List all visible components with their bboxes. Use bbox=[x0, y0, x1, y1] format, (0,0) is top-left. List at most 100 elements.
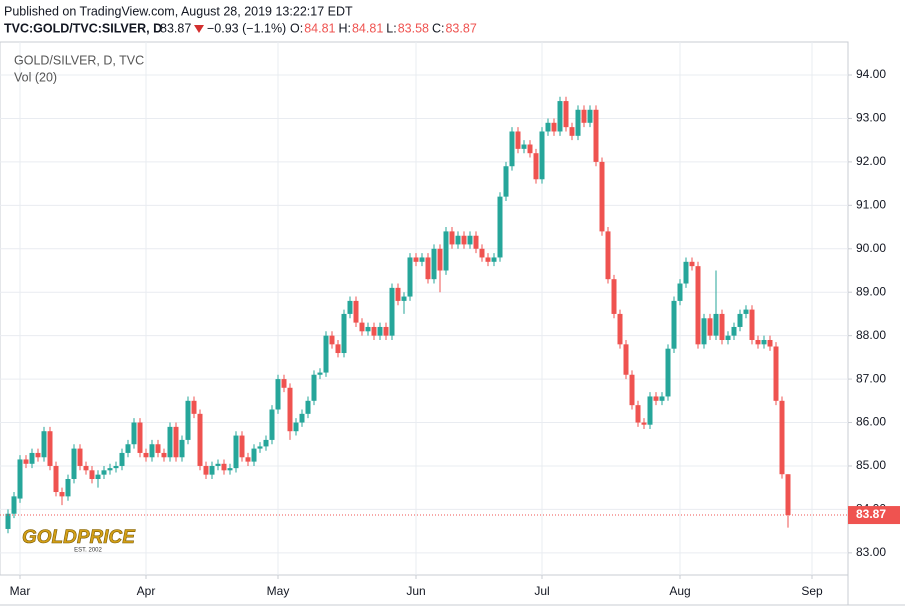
x-tick-label: Mar bbox=[10, 584, 31, 598]
candle-body bbox=[305, 400, 311, 414]
candle-body bbox=[155, 444, 161, 453]
x-tick-label: Jun bbox=[406, 584, 425, 598]
candle-body bbox=[527, 144, 533, 154]
x-tick-label: Sep bbox=[801, 584, 823, 598]
candle-body bbox=[545, 122, 551, 132]
candle-body bbox=[635, 405, 641, 423]
candle-body bbox=[251, 448, 257, 462]
candle-body bbox=[383, 326, 389, 336]
candle-body bbox=[401, 296, 407, 301]
candle-body bbox=[533, 153, 539, 180]
ohlc-key: H: bbox=[338, 21, 351, 35]
candle-body bbox=[5, 513, 11, 529]
candle-body bbox=[347, 300, 353, 314]
candle-body bbox=[119, 452, 125, 466]
candle-body bbox=[89, 470, 95, 479]
y-tick-label: 83.00 bbox=[856, 545, 886, 559]
candle-body bbox=[701, 318, 707, 345]
candle-body bbox=[515, 131, 521, 149]
y-tick-label: 94.00 bbox=[856, 67, 886, 81]
y-tick-label: 86.00 bbox=[856, 415, 886, 429]
y-tick-label: 92.00 bbox=[856, 154, 886, 168]
candle-body bbox=[101, 470, 107, 475]
candle-body bbox=[167, 426, 173, 458]
candle-body bbox=[557, 101, 563, 132]
ohlc-key: O: bbox=[290, 21, 303, 35]
y-tick-label: 87.00 bbox=[856, 371, 886, 385]
candle-body bbox=[611, 279, 617, 314]
candle-body bbox=[569, 127, 575, 136]
candle-body bbox=[365, 326, 371, 332]
axes: 83.0084.0085.0086.0087.0088.0089.0090.00… bbox=[10, 67, 900, 598]
candle-body bbox=[209, 465, 215, 475]
candle-body bbox=[191, 400, 197, 414]
candle-body bbox=[647, 396, 653, 425]
candle-body bbox=[335, 344, 341, 354]
candle-body bbox=[713, 313, 719, 336]
last-price: 83.87 bbox=[160, 21, 191, 35]
candle-body bbox=[695, 266, 701, 345]
candle-body bbox=[761, 339, 767, 345]
candle-body bbox=[497, 196, 503, 258]
candle-body bbox=[539, 131, 545, 180]
candle-body bbox=[185, 400, 191, 440]
candle-body bbox=[737, 313, 743, 327]
candle-body bbox=[587, 109, 593, 123]
ohlc-value: 84.81 bbox=[352, 21, 383, 35]
candle-body bbox=[707, 318, 713, 336]
candle-body bbox=[125, 444, 131, 453]
logo-text: GOLDPRICE bbox=[22, 527, 136, 548]
candle-body bbox=[575, 109, 581, 136]
x-tick-label: May bbox=[267, 584, 290, 598]
candle-body bbox=[143, 452, 149, 458]
candle-body bbox=[11, 496, 17, 514]
candle-body bbox=[437, 248, 443, 271]
candle-body bbox=[503, 166, 509, 197]
candle-body bbox=[665, 348, 671, 397]
candle-body bbox=[95, 474, 101, 479]
candle-body bbox=[359, 322, 365, 332]
candle-body bbox=[287, 387, 293, 432]
candle-body bbox=[623, 344, 629, 375]
candle-body bbox=[293, 422, 299, 432]
candle-body bbox=[449, 231, 455, 245]
candle-body bbox=[689, 261, 695, 267]
candle-body bbox=[71, 448, 77, 479]
candle-body bbox=[725, 335, 731, 340]
candle-body bbox=[467, 235, 473, 245]
ohlc-key: L: bbox=[386, 21, 396, 35]
candle-body bbox=[65, 478, 71, 497]
candle-body bbox=[755, 339, 761, 345]
chart-title: GOLD/SILVER, D, TVC bbox=[14, 53, 144, 67]
ohlc-value: 84.81 bbox=[304, 21, 335, 35]
change: −0.93 (−1.1%) bbox=[207, 21, 286, 35]
candle-body bbox=[257, 446, 263, 449]
y-tick-label: 89.00 bbox=[856, 284, 886, 298]
candle-body bbox=[413, 257, 419, 262]
candle-body bbox=[329, 335, 335, 345]
candle-body bbox=[149, 444, 155, 458]
candle-body bbox=[113, 465, 119, 469]
candle-body bbox=[641, 422, 647, 425]
candle-body bbox=[233, 435, 239, 469]
candle-body bbox=[431, 248, 437, 280]
candle-body bbox=[221, 463, 227, 471]
candle-body bbox=[311, 374, 317, 401]
y-tick-label: 93.00 bbox=[856, 111, 886, 125]
candle-body bbox=[299, 413, 305, 423]
candle-body bbox=[107, 468, 113, 471]
candle-body bbox=[377, 326, 383, 336]
candle-body bbox=[389, 287, 395, 336]
candle-body bbox=[263, 439, 269, 447]
candle-body bbox=[77, 448, 83, 466]
candle-body bbox=[563, 101, 569, 128]
x-tick-label: Aug bbox=[669, 584, 690, 598]
candle-body bbox=[419, 257, 425, 262]
candle-body bbox=[773, 346, 779, 401]
candle-body bbox=[677, 283, 683, 301]
last-price-label: 83.87 bbox=[856, 507, 886, 521]
candle-body bbox=[785, 474, 791, 516]
candle-body bbox=[353, 300, 359, 323]
down-arrow bbox=[194, 25, 204, 33]
